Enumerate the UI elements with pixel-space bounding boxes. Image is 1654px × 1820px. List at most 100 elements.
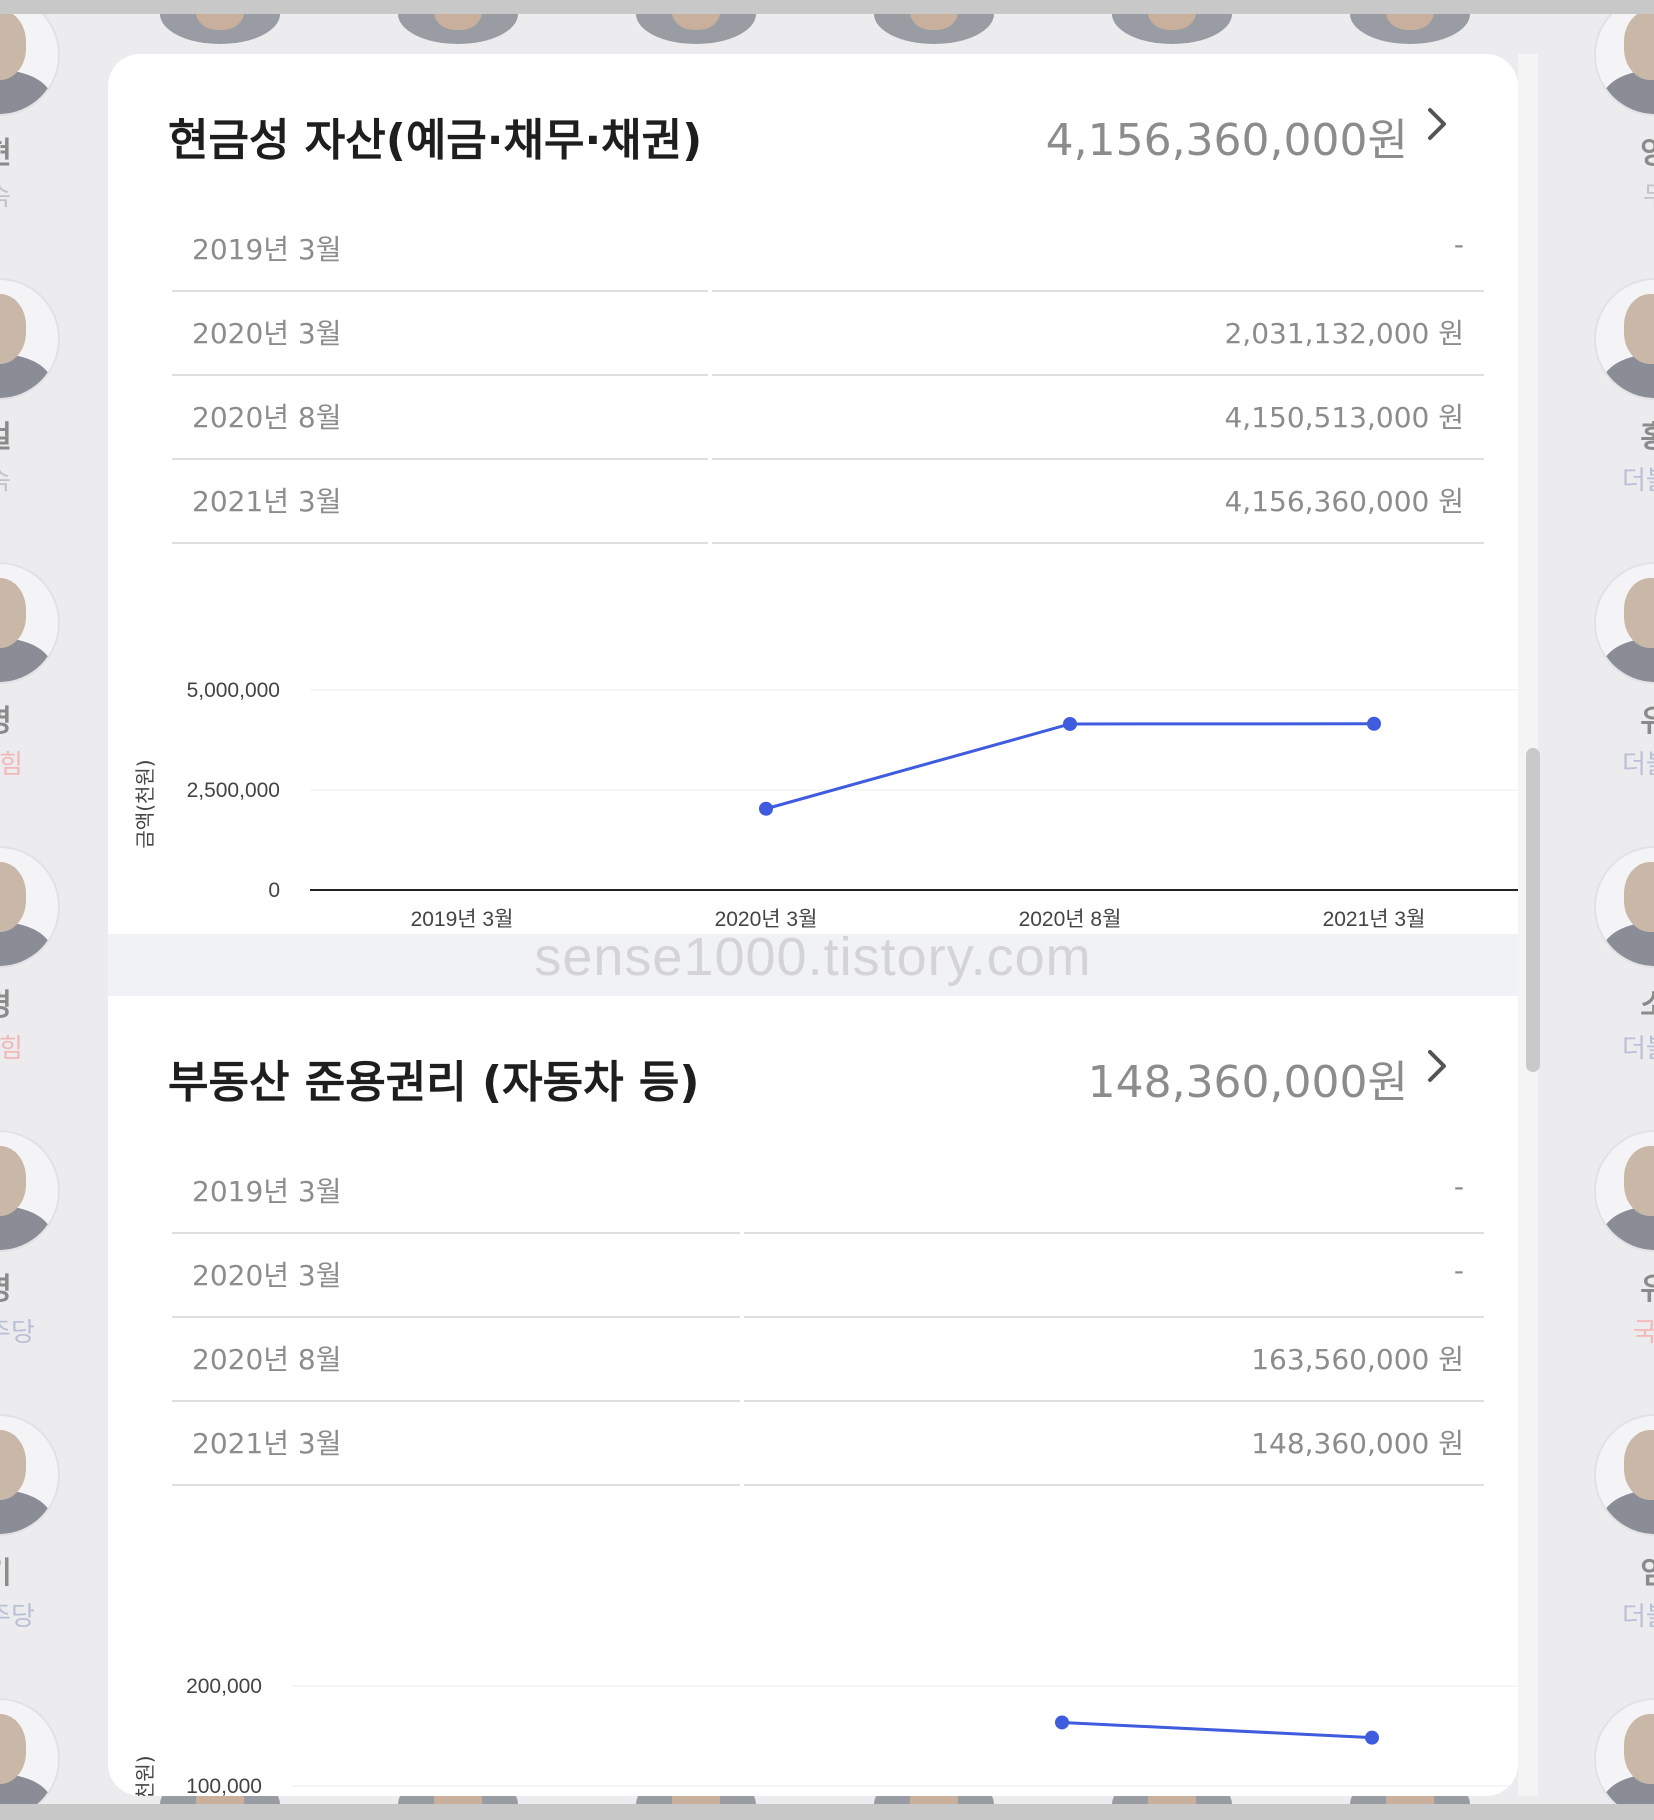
y-tick-label: 2,500,000 (187, 779, 280, 802)
person-name: 영 (0, 696, 64, 740)
background-person (0, 1698, 64, 1804)
person-party: 더불C (1622, 466, 1654, 496)
x-tick-label: 2019년 3월 (411, 908, 514, 931)
avatar (1594, 14, 1654, 116)
background-people-left: 현속걸속영의힘경의힘영민주당기민주당 (0, 14, 64, 1804)
avatar (0, 278, 60, 400)
background-person: 임더불C (1590, 1414, 1654, 1633)
avatar (636, 14, 756, 44)
background-person: 영민주당 (0, 1130, 64, 1349)
person-party: 의힘 (0, 750, 23, 780)
history-row: 2019년 3월 - (172, 208, 1484, 292)
history-row: 2021년 3월 4,156,360,000 원 (172, 460, 1484, 544)
background-person: 소더불C (1590, 846, 1654, 1065)
person-name: 경 (0, 980, 64, 1024)
chevron-right-icon[interactable] (1418, 104, 1458, 144)
history-row: 2019년 3월 - (172, 1150, 1484, 1234)
history-date: 2019년 3월 (192, 233, 342, 266)
history-value: 2,031,132,000 원 (1224, 317, 1464, 350)
background-person: 경의힘 (0, 846, 64, 1065)
asset-section-vehicles: 부동산 준용권리 (자동차 등) 148,360,000원 2019년 3월 -… (108, 996, 1518, 1796)
person-party: 민주당 (0, 1318, 35, 1348)
person-party: 민주당 (0, 1602, 35, 1632)
avatar (0, 14, 60, 116)
person-name: 소 (1590, 980, 1654, 1024)
history-date: 2021년 3월 (192, 485, 342, 518)
y-tick-label: 100,000 (186, 1775, 262, 1796)
avatar (874, 14, 994, 44)
avatar (1594, 1698, 1654, 1804)
history-value: 4,150,513,000 원 (1224, 401, 1464, 434)
watermark: sense1000.tistory.com (534, 927, 1092, 987)
history-row: 2021년 3월 148,360,000 원 (172, 1402, 1484, 1486)
person-name: 홍 (1590, 412, 1654, 456)
section-total[interactable]: 4,156,360,000원 (1045, 115, 1408, 166)
series-line (1061, 1720, 1373, 1740)
history-value: 148,360,000 원 (1251, 1427, 1464, 1460)
history-date: 2020년 8월 (192, 401, 342, 434)
background-person: 걸속 (0, 278, 64, 497)
avatar (1350, 14, 1470, 44)
x-tick-label: 2021년 3월 (1323, 908, 1426, 931)
background-person: 기민주당 (0, 1414, 64, 1633)
avatar (1594, 1130, 1654, 1252)
avatar (1594, 1414, 1654, 1536)
avatar (0, 1130, 60, 1252)
y-tick-label: 5,000,000 (187, 679, 280, 702)
data-point[interactable] (759, 801, 773, 816)
history-row: 2020년 8월 163,560,000 원 (172, 1318, 1484, 1402)
background-person: 양무 (1590, 14, 1654, 213)
data-point[interactable] (1055, 1715, 1069, 1730)
person-party: 의힘 (0, 1034, 23, 1064)
x-tick-label: 2020년 8월 (1019, 908, 1122, 931)
page-background: 현속걸속영의힘경의힘영민주당기민주당 양무홍더불C유더불C소더불C유국D임더불C… (0, 14, 1654, 1804)
person-name: 양 (1590, 128, 1654, 172)
series-line (765, 722, 1375, 811)
avatar (398, 14, 518, 44)
chevron-right-icon[interactable] (1418, 1046, 1458, 1086)
person-name: 유 (1590, 696, 1654, 740)
person-name: 기 (0, 1548, 64, 1592)
scrollbar-thumb[interactable] (1526, 748, 1540, 1072)
history-value: - (1453, 228, 1464, 261)
avatar (1594, 278, 1654, 400)
background-avatars-top (160, 14, 1500, 44)
data-point[interactable] (1367, 716, 1381, 731)
background-people-right: 양무홍더불C유더불C소더불C유국D임더불C (1590, 14, 1654, 1804)
person-party: 속 (0, 460, 64, 497)
history-row: 2020년 3월 2,031,132,000 원 (172, 292, 1484, 376)
person-name: 유 (1590, 1264, 1654, 1308)
section-divider (108, 934, 1518, 996)
background-person: 영의힘 (0, 562, 64, 781)
y-axis-label: 금액(천원) (133, 1755, 157, 1796)
person-name: 임 (1590, 1548, 1654, 1592)
avatar (1594, 846, 1654, 968)
data-point[interactable] (1063, 716, 1077, 731)
person-party: 무 (1590, 176, 1654, 213)
history-row: 2020년 3월 - (172, 1234, 1484, 1318)
history-date: 2020년 3월 (192, 317, 342, 350)
data-point[interactable] (1365, 1730, 1379, 1745)
avatar (160, 14, 280, 44)
asset-detail-card: 현금성 자산(예금·채무·채권) 4,156,360,000원 2019년 3월… (108, 54, 1518, 1796)
background-person: 홍더불C (1590, 278, 1654, 497)
person-name: 영 (0, 1264, 64, 1308)
history-date: 2021년 3월 (192, 1427, 342, 1460)
person-party: 속 (0, 176, 64, 213)
history-date: 2020년 3월 (192, 1259, 342, 1292)
history-row: 2020년 8월 4,150,513,000 원 (172, 376, 1484, 460)
person-party: 국D (1633, 1318, 1654, 1348)
person-name: 걸 (0, 412, 64, 456)
history-value: 4,156,360,000 원 (1224, 485, 1464, 518)
y-axis-label: 금액(천원) (133, 759, 157, 848)
section-title: 부동산 준용권리 (자동차 등) (168, 1057, 700, 1108)
history-chart: 0 2,500,000 5,000,000 금액(천원) 2019년 3월 2020년 3… (108, 614, 1518, 934)
person-party: 더불C (1622, 1602, 1654, 1632)
avatar (0, 562, 60, 684)
section-total[interactable]: 148,360,000원 (1087, 1057, 1408, 1108)
history-value: 163,560,000 원 (1251, 1343, 1464, 1376)
line-chart: 0 2,500,000 5,000,000 금액(천원) 2019년 3월 2020년 3… (133, 679, 1518, 931)
person-name: 현 (0, 128, 64, 172)
